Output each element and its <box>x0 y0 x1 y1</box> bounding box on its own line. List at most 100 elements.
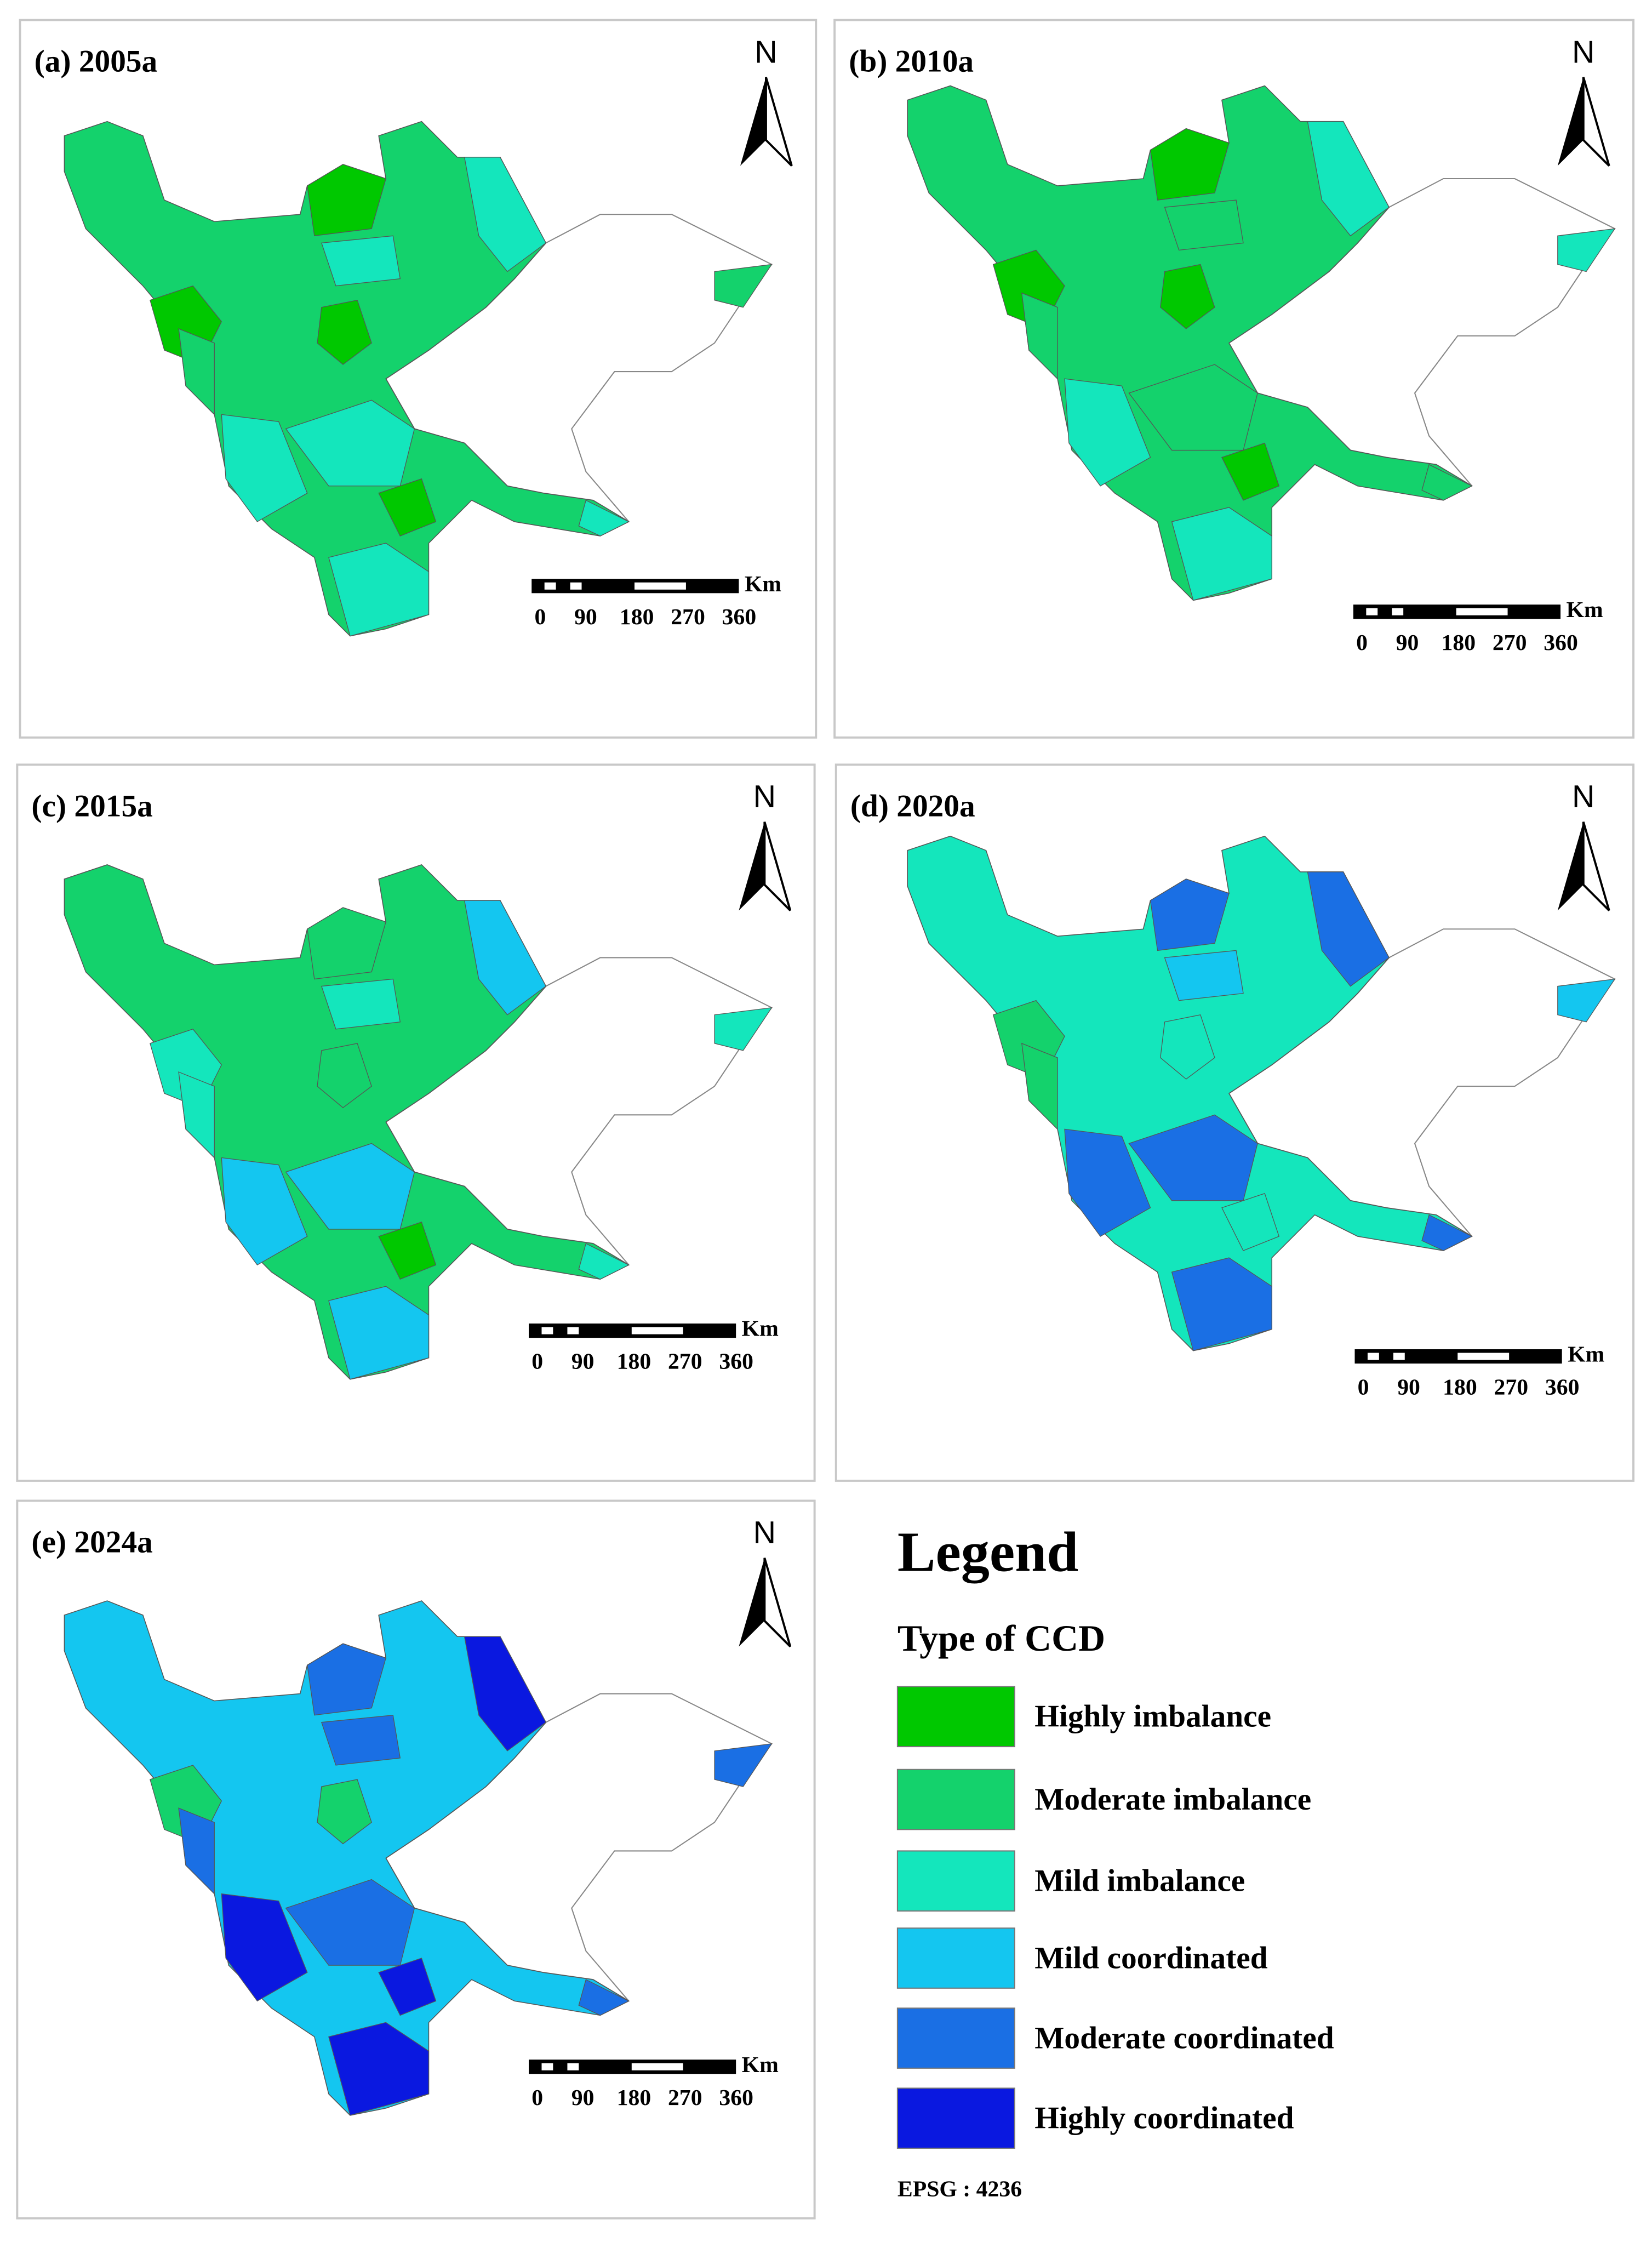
region <box>221 1157 308 1265</box>
region <box>1128 364 1258 451</box>
scale-label: 0 <box>1358 1375 1369 1400</box>
panel-frame <box>833 19 1635 739</box>
region <box>328 2022 430 2116</box>
region <box>1171 1257 1272 1351</box>
scale-bar-gap <box>1392 608 1404 615</box>
region <box>1307 121 1390 237</box>
scale-label: 180 <box>1442 630 1476 655</box>
region <box>1021 292 1058 380</box>
legend-swatch <box>896 2087 1015 2149</box>
map-panel: (a) 2005a N Km 0 90 180 270 360 <box>19 19 818 739</box>
region <box>578 1243 630 1280</box>
region <box>714 1007 773 1051</box>
region <box>1021 1042 1058 1130</box>
region <box>1164 199 1244 251</box>
region <box>1164 950 1244 1001</box>
region <box>285 1879 415 1966</box>
legend-label: Moderate coordinated <box>1034 2021 1334 2055</box>
legend-label: Highly coordinated <box>1034 2101 1294 2136</box>
region <box>1557 228 1616 272</box>
map-panel: (d) 2020a N Km 0 90 180 270 360 <box>834 763 1635 1482</box>
legend-swatch <box>896 1686 1015 1748</box>
scale-label: 180 <box>617 2085 651 2110</box>
panel-frame <box>16 1499 816 2220</box>
panel-title: (c) 2015a <box>31 789 152 823</box>
scale-label: 270 <box>668 2085 702 2110</box>
scale-label: 360 <box>722 604 757 630</box>
north-label: N <box>1572 779 1594 814</box>
panel-frame <box>16 763 816 1482</box>
legend-label: Mild imbalance <box>1034 1864 1245 1898</box>
region <box>578 499 630 537</box>
region <box>178 328 215 415</box>
scale-bar-gap <box>567 1327 579 1334</box>
north-arrow <box>1557 77 1584 166</box>
north-label: N <box>753 779 776 814</box>
region <box>307 164 387 237</box>
north-label: N <box>754 35 777 70</box>
scale-label: 180 <box>620 604 654 630</box>
legend-swatch <box>896 1769 1015 1830</box>
region <box>1150 878 1230 951</box>
region <box>178 1071 215 1159</box>
legend-label: Mild coordinated <box>1034 1941 1268 1975</box>
scale-label: 270 <box>668 1349 702 1374</box>
panel-frame <box>834 763 1635 1482</box>
region <box>578 1979 630 2016</box>
north-arrow <box>763 1558 792 1647</box>
region <box>1160 1014 1215 1080</box>
region <box>178 1807 215 1895</box>
region <box>1307 871 1390 987</box>
region <box>328 1286 430 1380</box>
scale-bar-gap <box>1456 608 1508 615</box>
scale-bar-gap <box>1393 1353 1405 1360</box>
scale-label: 90 <box>574 604 597 630</box>
scale-label: 90 <box>571 2085 595 2110</box>
region <box>378 478 437 537</box>
scale-bar-gap <box>1366 608 1378 615</box>
legend-swatch <box>896 2007 1015 2069</box>
region <box>1150 128 1230 201</box>
scale-bar-gap <box>1457 1353 1510 1360</box>
region <box>307 907 387 980</box>
region <box>317 299 372 365</box>
region <box>317 1043 372 1109</box>
region <box>285 1143 415 1230</box>
north-arrow <box>763 822 792 911</box>
scale-label: 270 <box>1493 630 1527 655</box>
legend: Legend Type of CCD Highly imbalance Moderat… <box>896 1520 1334 2202</box>
scale-label: 90 <box>1396 630 1419 655</box>
scale-label: 0 <box>1356 630 1368 655</box>
legend-label: Moderate imbalance <box>1034 1782 1311 1817</box>
region <box>221 1893 308 2002</box>
legend-subtitle: Type of CCD <box>898 1618 1105 1659</box>
scale-unit: Km <box>742 2052 779 2078</box>
north-arrow <box>1582 77 1610 167</box>
scale-unit: Km <box>1566 597 1603 623</box>
scale-bar-gap <box>634 582 686 590</box>
map-panel: (e) 2024a N Km 0 90 180 270 360 <box>16 1499 816 2220</box>
region <box>321 235 401 287</box>
north-label: N <box>1572 35 1594 70</box>
region <box>464 157 547 272</box>
legend-swatch <box>896 1850 1015 1912</box>
legend-label: Highly imbalance <box>1034 1699 1271 1734</box>
north-arrow <box>739 1558 765 1647</box>
scale-label: 0 <box>531 1349 543 1374</box>
map <box>64 1600 773 2116</box>
panel-title: (d) 2020a <box>850 789 975 823</box>
scale-label: 90 <box>1397 1375 1420 1400</box>
scale-label: 360 <box>1544 630 1578 655</box>
map <box>907 85 1616 601</box>
scale-label: 270 <box>1494 1375 1529 1400</box>
scale-label: 180 <box>617 1349 651 1374</box>
legend-title: Legend <box>898 1520 1078 1584</box>
region <box>464 1636 547 1752</box>
region <box>1064 1128 1151 1237</box>
scale-bar-gap <box>544 582 556 590</box>
region <box>307 1643 387 1716</box>
scale-unit: Km <box>742 1316 779 1342</box>
region <box>1221 442 1280 501</box>
legend-swatch <box>896 1927 1015 1989</box>
region <box>378 1958 437 2016</box>
